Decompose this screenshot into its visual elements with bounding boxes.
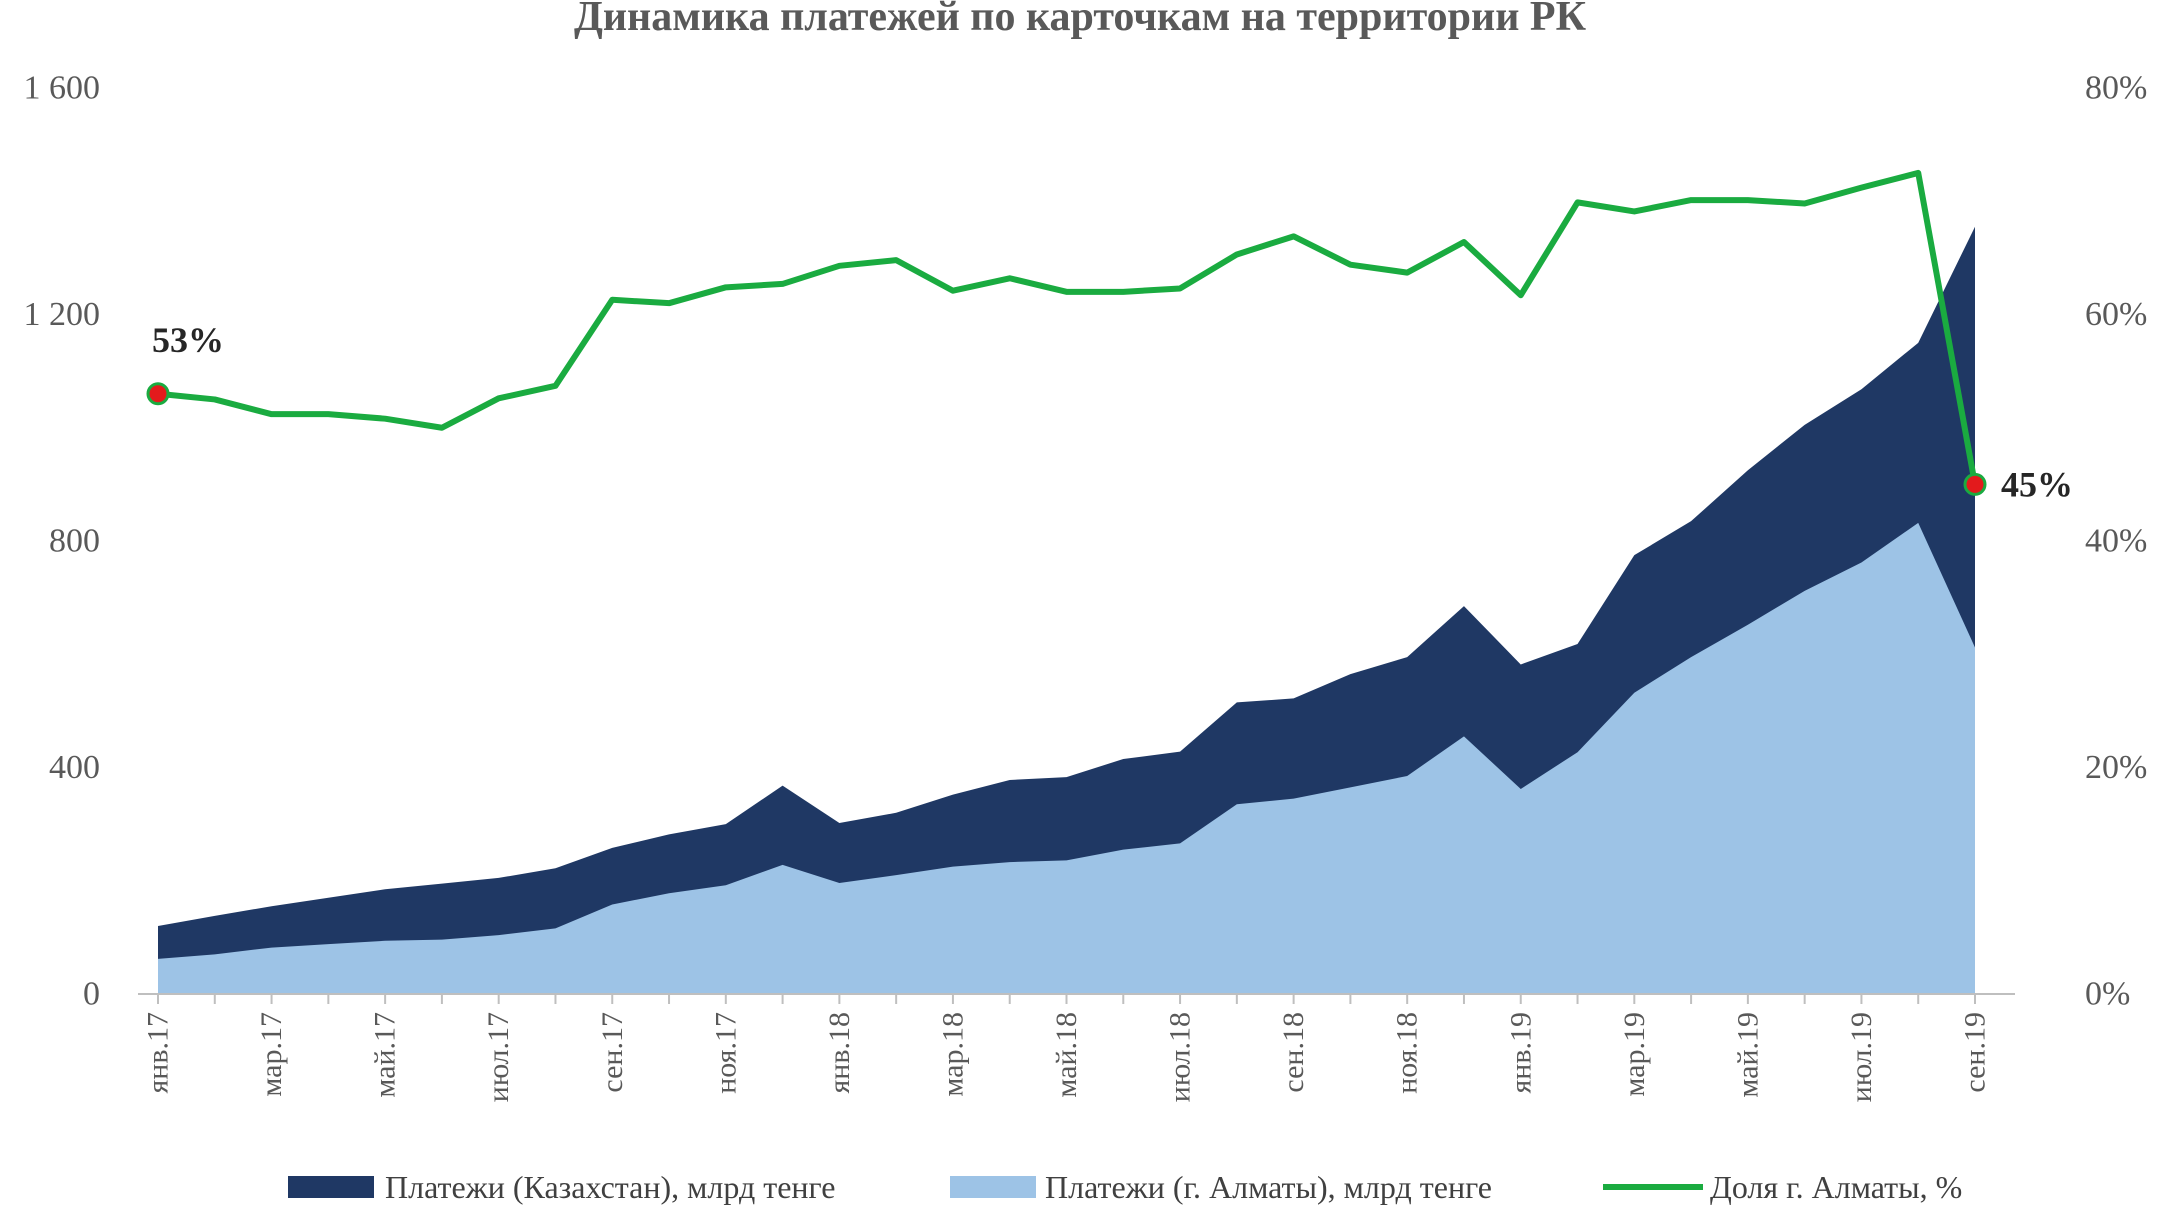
data-label: 45% [2001, 464, 2073, 504]
data-label: 53% [152, 320, 224, 360]
x-tick-labels: янв.17 мар.17 май.17 июл.17 сен.17 ноя.17 янв.… [142, 1012, 1992, 1102]
y-left-tick-label: 0 [83, 976, 100, 1013]
x-tick-label: янв.18 [823, 1012, 856, 1094]
x-tick-label: янв.19 [1504, 1012, 1537, 1094]
line-almaty-share [155, 169, 1978, 488]
legend-swatch-kazakhstan [288, 1176, 374, 1198]
legend-label: Доля г. Алматы, % [1710, 1169, 1962, 1205]
legend: Платежи (Казахстан), млрд тенге Платежи (… [288, 1169, 1962, 1205]
x-tick-label: май.18 [1050, 1012, 1083, 1098]
x-tick-label: мар.17 [255, 1012, 288, 1097]
x-tick-label: мар.18 [936, 1012, 969, 1097]
x-tick-label: май.19 [1731, 1012, 1764, 1098]
marker-point [1963, 472, 1987, 496]
y-left-tick-label: 1 600 [24, 70, 101, 107]
y-right-tick-label: 60% [2085, 296, 2147, 333]
chart-title: Динамика платежей по карточкам на террит… [574, 0, 1587, 40]
y-right-tick-label: 0% [2085, 976, 2130, 1013]
x-tick-label: июл.17 [482, 1012, 515, 1102]
x-tick-label: ноя.18 [1391, 1012, 1424, 1094]
x-tick-label: сен.18 [1277, 1012, 1310, 1093]
x-tick-label: сен.19 [1959, 1012, 1992, 1093]
legend-swatch-almaty [950, 1176, 1036, 1198]
legend-label: Платежи (г. Алматы), млрд тенге [1045, 1169, 1492, 1205]
marker-point [146, 382, 170, 406]
x-tick-label: ноя.17 [709, 1012, 742, 1094]
x-tick-label: сен.17 [596, 1012, 629, 1093]
legend-label: Платежи (Казахстан), млрд тенге [385, 1169, 835, 1205]
y-right-tick-label: 80% [2085, 70, 2147, 107]
y-right-tick-label: 20% [2085, 749, 2147, 786]
y-left-tick-label: 400 [49, 749, 100, 786]
area-almaty-payments [158, 522, 1975, 994]
y-left-tick-label: 1 200 [24, 296, 101, 333]
x-tick-label: май.17 [369, 1012, 402, 1098]
y-right-tick-label: 40% [2085, 523, 2147, 560]
x-tick-label: мар.19 [1618, 1012, 1651, 1097]
x-tick-label: янв.17 [142, 1012, 175, 1094]
x-tick-label: июл.18 [1164, 1012, 1197, 1102]
x-tick-label: июл.19 [1845, 1012, 1878, 1102]
y-left-tick-label: 800 [49, 523, 100, 560]
